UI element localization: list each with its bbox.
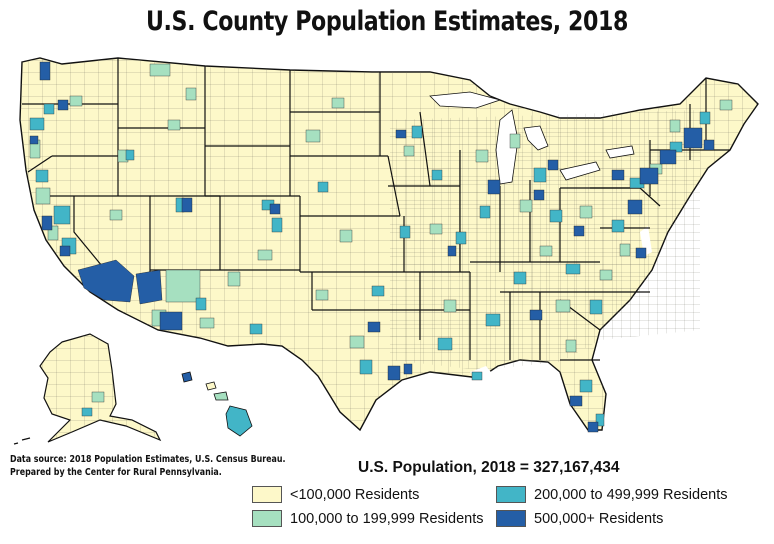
legend-swatch — [496, 486, 526, 503]
legend-item-200k-499k: 200,000 to 499,999 Residents — [496, 486, 727, 503]
counties-200k-499k — [29, 103, 711, 427]
legend-item-100k-199k: 100,000 to 199,999 Residents — [252, 510, 483, 527]
counties-500k-plus — [29, 61, 715, 433]
hawaii — [181, 371, 253, 437]
alaska — [13, 333, 162, 445]
legend-label: <100,000 Residents — [290, 486, 420, 503]
us-county-map — [0, 40, 774, 460]
legend-swatch — [252, 486, 282, 503]
data-source-note: Data source: 2018 Population Estimates, … — [10, 453, 323, 479]
legend-label: 100,000 to 199,999 Residents — [290, 510, 484, 527]
prepared-by-line: Prepared by the Center for Rural Pennsyl… — [10, 467, 222, 478]
legend-item-under-100k: <100,000 Residents — [252, 486, 419, 503]
legend-label: 500,000+ Residents — [534, 510, 664, 527]
map-title: U.S. County Population Estimates, 2018 — [145, 6, 629, 37]
legend-item-500k-plus: 500,000+ Residents — [496, 510, 663, 527]
us-population-total: U.S. Population, 2018 = 327,167,434 — [358, 459, 620, 476]
legend-label: 200,000 to 499,999 Residents — [534, 486, 728, 503]
contiguous-us — [19, 57, 759, 433]
legend-swatch — [496, 510, 526, 527]
legend-swatch — [252, 510, 282, 527]
legend: <100,000 Residents 100,000 to 199,999 Re… — [252, 486, 752, 536]
data-source-line: Data source: 2018 Population Estimates, … — [10, 454, 286, 465]
